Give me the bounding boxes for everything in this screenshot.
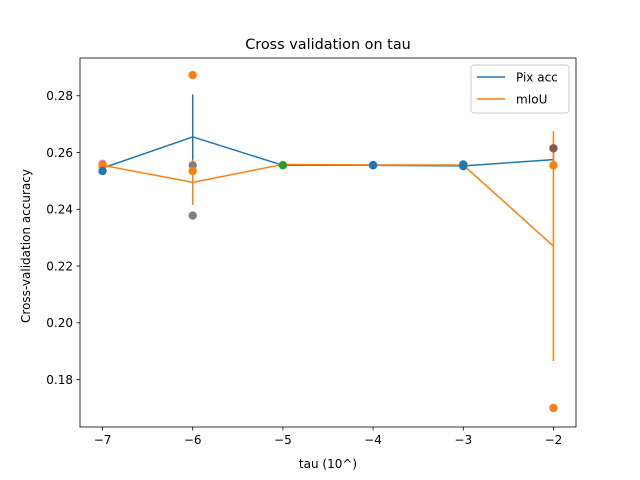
data-point xyxy=(278,161,288,170)
x-tick-label: −3 xyxy=(454,433,472,447)
plot-area: −7 −6 −5 −4 −3 −2 0.18 0.20 0.22 0.24 0.26 0.28 Pix … xyxy=(46,57,577,447)
x-tick-label: −4 xyxy=(364,433,382,447)
x-tick-label: −6 xyxy=(184,433,202,447)
legend-label: mIoU xyxy=(516,93,547,107)
legend: Pix acc mIoU xyxy=(470,64,570,114)
data-point xyxy=(549,403,558,413)
data-point xyxy=(188,211,197,220)
y-tick-label: 0.22 xyxy=(46,259,73,273)
legend-label: Pix acc xyxy=(516,71,558,85)
y-tick-label: 0.28 xyxy=(46,89,73,103)
y-tick-label: 0.18 xyxy=(46,373,73,387)
y-tick-label: 0.20 xyxy=(46,316,73,330)
plot-frame xyxy=(79,57,577,428)
data-layer xyxy=(98,70,558,413)
data-point xyxy=(188,70,197,80)
x-tick-label: −7 xyxy=(94,433,112,447)
data-point xyxy=(549,144,558,153)
chart-title: Cross validation on tau xyxy=(245,37,411,53)
x-tick-label: −2 xyxy=(545,433,563,447)
data-point xyxy=(459,161,468,171)
y-axis-label: Cross-validation accuracy xyxy=(19,169,33,323)
x-tick-label: −5 xyxy=(274,433,292,447)
data-point xyxy=(98,166,107,176)
data-point xyxy=(368,161,378,170)
series-line-miou xyxy=(102,163,554,247)
data-point xyxy=(188,166,197,176)
y-tick-label: 0.24 xyxy=(46,203,73,217)
y-tick-label: 0.26 xyxy=(46,146,73,160)
data-point xyxy=(549,161,558,170)
x-axis-label: tau (10^) xyxy=(299,457,357,471)
